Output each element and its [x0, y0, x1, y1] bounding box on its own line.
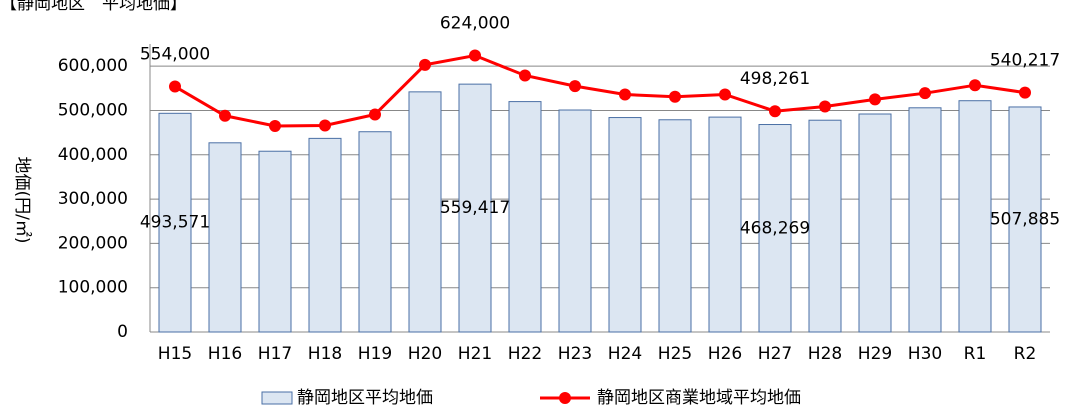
line-marker [169, 80, 181, 93]
line-marker [719, 88, 731, 101]
x-tick-label: H29 [858, 344, 892, 364]
x-tick-label: H24 [608, 344, 642, 364]
x-tick-label: R2 [1014, 344, 1037, 364]
line-marker [819, 100, 831, 113]
y-tick-label: 500,000 [58, 100, 128, 120]
y-tick-label: 0 [117, 322, 128, 342]
data-label: 493,571 [140, 213, 210, 233]
bar [408, 91, 442, 333]
bar [958, 100, 992, 333]
data-label: 468,269 [740, 218, 810, 238]
data-label: 540,217 [990, 51, 1060, 71]
line-marker [1019, 86, 1031, 99]
data-label: 554,000 [140, 45, 210, 65]
bar [758, 124, 792, 333]
x-tick-label: H27 [758, 344, 792, 364]
x-tick-label: H20 [408, 344, 442, 364]
line-marker [869, 93, 881, 106]
x-tick-label: R1 [964, 344, 987, 364]
line-marker [919, 87, 931, 100]
legend-label: 静岡地区平均地価 [297, 388, 433, 408]
bar [658, 119, 692, 333]
x-tick-label: H16 [208, 344, 242, 364]
bar [608, 117, 642, 333]
line-marker [619, 88, 631, 101]
bar [508, 101, 542, 333]
y-tick-label: 200,000 [58, 233, 128, 253]
x-tick-label: H23 [558, 344, 592, 364]
bar [858, 113, 892, 333]
line-marker [769, 105, 781, 118]
x-tick-label: H26 [708, 344, 742, 364]
x-tick-label: H25 [658, 344, 692, 364]
bar [458, 83, 492, 333]
bar [708, 116, 742, 333]
y-axis-label: 地価(円/㎡) [12, 157, 32, 244]
line-marker [269, 119, 281, 132]
bar [358, 131, 392, 333]
x-tick-label: H28 [808, 344, 842, 364]
x-tick-label: H18 [308, 344, 342, 364]
line-marker [319, 119, 331, 132]
line-marker [669, 90, 681, 103]
chart-title: 【静岡地区 平均地価】 [0, 0, 187, 14]
line-marker [969, 79, 981, 92]
line-marker [219, 109, 231, 122]
y-tick-label: 300,000 [58, 189, 128, 209]
line-marker [369, 108, 381, 121]
x-tick-label: H15 [158, 344, 192, 364]
legend-swatch [559, 392, 571, 404]
x-tick-label: H22 [508, 344, 542, 364]
line-marker [569, 80, 581, 93]
legend-label: 静岡地区商業地域平均地価 [597, 388, 801, 408]
bar [808, 119, 842, 333]
x-tick-label: H19 [358, 344, 392, 364]
bar [558, 109, 592, 333]
data-label: 507,885 [990, 209, 1060, 229]
x-tick-label: H17 [258, 344, 292, 364]
bar [258, 150, 292, 333]
line-marker [519, 69, 531, 82]
x-tick-label: H21 [458, 344, 492, 364]
data-label: 559,417 [440, 198, 510, 218]
y-tick-label: 100,000 [58, 278, 128, 298]
line [174, 53, 1026, 128]
y-tick-label: 400,000 [58, 145, 128, 165]
data-label: 498,261 [740, 69, 810, 89]
bar [208, 142, 242, 333]
line-marker [419, 58, 431, 71]
bar [1008, 106, 1042, 333]
y-tick-label: 600,000 [58, 56, 128, 76]
line-marker [469, 49, 481, 62]
data-label: 624,000 [440, 14, 510, 34]
legend-swatch [261, 391, 293, 405]
bar [308, 137, 342, 333]
x-tick-label: H30 [908, 344, 942, 364]
bar [908, 107, 942, 333]
bar [158, 112, 192, 333]
